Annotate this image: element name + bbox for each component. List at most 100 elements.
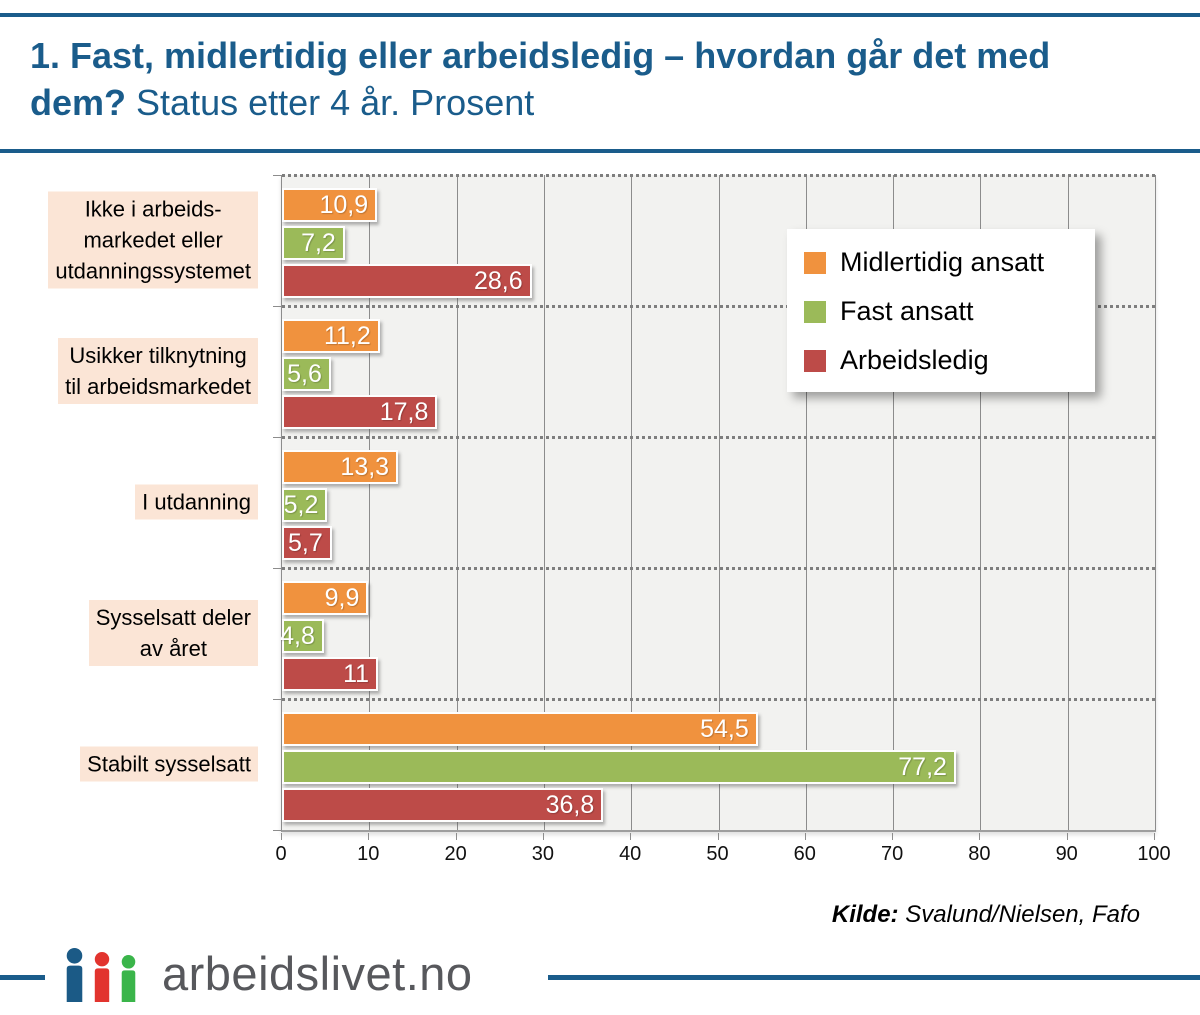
x-tick-mark (804, 833, 806, 840)
bar-value-label: 9,9 (324, 583, 360, 612)
x-tick-label: 30 (531, 843, 555, 865)
person-icon-blue (66, 948, 83, 1002)
category-label: Usikker tilknytning til arbeidsmarkedet (58, 338, 258, 404)
y-tick-mark (273, 175, 281, 176)
bar-value-label: 5,6 (287, 359, 322, 388)
gridline (718, 175, 720, 830)
bar-value-label: 7,2 (301, 228, 336, 257)
x-tick-mark (281, 833, 282, 840)
x-tick-mark (717, 833, 719, 840)
chart-title-bold: 1. Fast, midlertidig eller arbeidsledig … (30, 35, 1051, 123)
bar-value-label: 11 (343, 659, 370, 688)
bar: 4,8 (280, 619, 324, 653)
x-tick-label: 50 (706, 843, 729, 865)
category-separator-line (282, 174, 1155, 177)
legend-items: Midlertidig ansatt Fast ansatt Arbeidsledi… (804, 238, 1095, 385)
bar-value-label: 54,5 (700, 714, 749, 743)
category-label: Stabilt sysselsatt (80, 746, 258, 782)
bar-value-label: 4,8 (280, 621, 315, 650)
bar-value-label: 10,9 (319, 190, 369, 219)
category-label: I utdanning (135, 484, 258, 520)
category-separator-line (282, 436, 1155, 439)
bar: 5,2 (282, 488, 328, 522)
y-tick-mark (273, 306, 281, 307)
legend-swatch (804, 251, 826, 274)
bar: 28,6 (282, 264, 532, 298)
category-band: 9,9 4,8 11 (280, 568, 1155, 699)
x-tick-label: 60 (793, 843, 816, 865)
bar: 13,3 (282, 450, 399, 484)
bar: 17,8 (282, 395, 438, 429)
bar: 36,8 (282, 788, 604, 822)
x-tick-mark (630, 833, 632, 840)
legend-item: Fast ansatt (804, 287, 1095, 336)
category-band: 13,3 5,2 5,7 (282, 437, 1155, 568)
bar-value-label: 17,8 (379, 397, 429, 426)
bar-value-label: 5,7 (287, 528, 323, 557)
y-tick-mark (273, 830, 281, 831)
bar-value-label: 77,2 (898, 752, 947, 781)
gridline (456, 175, 458, 830)
legend-swatch (804, 349, 826, 372)
bar-value-label: 28,6 (474, 266, 523, 295)
x-tick-mark (892, 833, 894, 840)
bar: 54,5 (282, 712, 758, 746)
x-tick-label: 100 (1137, 843, 1171, 865)
bar: 5,7 (282, 526, 332, 560)
x-tick-label: 20 (444, 843, 467, 865)
x-tick-label: 10 (357, 843, 380, 865)
plot-area: 10,9 7,2 28,6 11,2 5,6 17,8 13,3 5,2 5,7 9,9 4,8 11… (280, 174, 1156, 832)
legend-item: Arbeidsledig (804, 336, 1095, 385)
x-tick-label: 80 (968, 843, 991, 865)
category-band: 10,9 7,2 28,6 (282, 175, 1155, 306)
x-tick-label: 0 (275, 843, 287, 865)
legend-label: Midlertidig ansatt (840, 247, 1045, 277)
legend: Midlertidig ansatt Fast ansatt Arbeidsledi… (787, 229, 1095, 392)
bar: 9,9 (282, 581, 369, 615)
gridline (893, 175, 895, 830)
bar: 11 (282, 657, 379, 691)
bar-value-label: 5,2 (283, 490, 319, 519)
x-tick-label: 70 (880, 843, 904, 865)
category-band: 11,2 5,6 17,8 (282, 306, 1155, 437)
bar-value-label: 36,8 (545, 790, 595, 819)
source-text: Svalund/Nielsen, Fafo (905, 901, 1140, 928)
x-axis: 0 10 20 30 40 50 60 70 80 90 100 (275, 830, 1171, 875)
legend-item: Midlertidig ansatt (804, 238, 1095, 287)
y-tick-mark (273, 437, 281, 438)
legend-label: Arbeidsledig (840, 345, 989, 375)
legend-swatch (804, 300, 826, 323)
category-band: 54,5 77,2 36,8 (282, 699, 1155, 830)
y-tick-mark (273, 568, 281, 569)
x-tick-label: 90 (1055, 843, 1078, 865)
category-separator-line (282, 305, 1155, 308)
category-label: Ikke i arbeids- markedet eller utdanning… (48, 191, 258, 289)
x-tick-mark (542, 833, 544, 840)
bar: 11,2 (282, 319, 380, 353)
bar: 5,6 (282, 357, 331, 391)
bar: 10,9 (282, 188, 378, 222)
arbeidslivet-logo (64, 948, 145, 1002)
x-tick-label: 40 (619, 843, 642, 865)
person-icon-red (94, 952, 110, 1002)
bar-value-label: 13,3 (340, 452, 390, 481)
person-icon-green (121, 955, 136, 1002)
bar-value-label: 11,2 (323, 321, 371, 350)
x-tick-mark (1154, 833, 1155, 840)
chart-area: 10,9 7,2 28,6 11,2 5,6 17,8 13,3 5,2 5,7 9,9 4,8 11… (0, 174, 1200, 875)
gridline (1067, 175, 1069, 830)
legend-label: Fast ansatt (840, 296, 974, 326)
y-tick-mark (273, 699, 281, 700)
footer-rule-right (548, 975, 1200, 980)
x-tick-mark (979, 833, 981, 840)
source-label: Kilde: (831, 901, 899, 928)
brand-wordmark: arbeidslivet.no (162, 947, 473, 1000)
footer-rule-left (0, 975, 45, 980)
gridline (543, 175, 545, 830)
gridline (631, 175, 633, 830)
x-tick-mark (1066, 833, 1068, 840)
gridline (369, 175, 371, 830)
bar: 7,2 (282, 226, 345, 260)
category-separator-line (282, 567, 1155, 570)
gridline (980, 175, 982, 830)
